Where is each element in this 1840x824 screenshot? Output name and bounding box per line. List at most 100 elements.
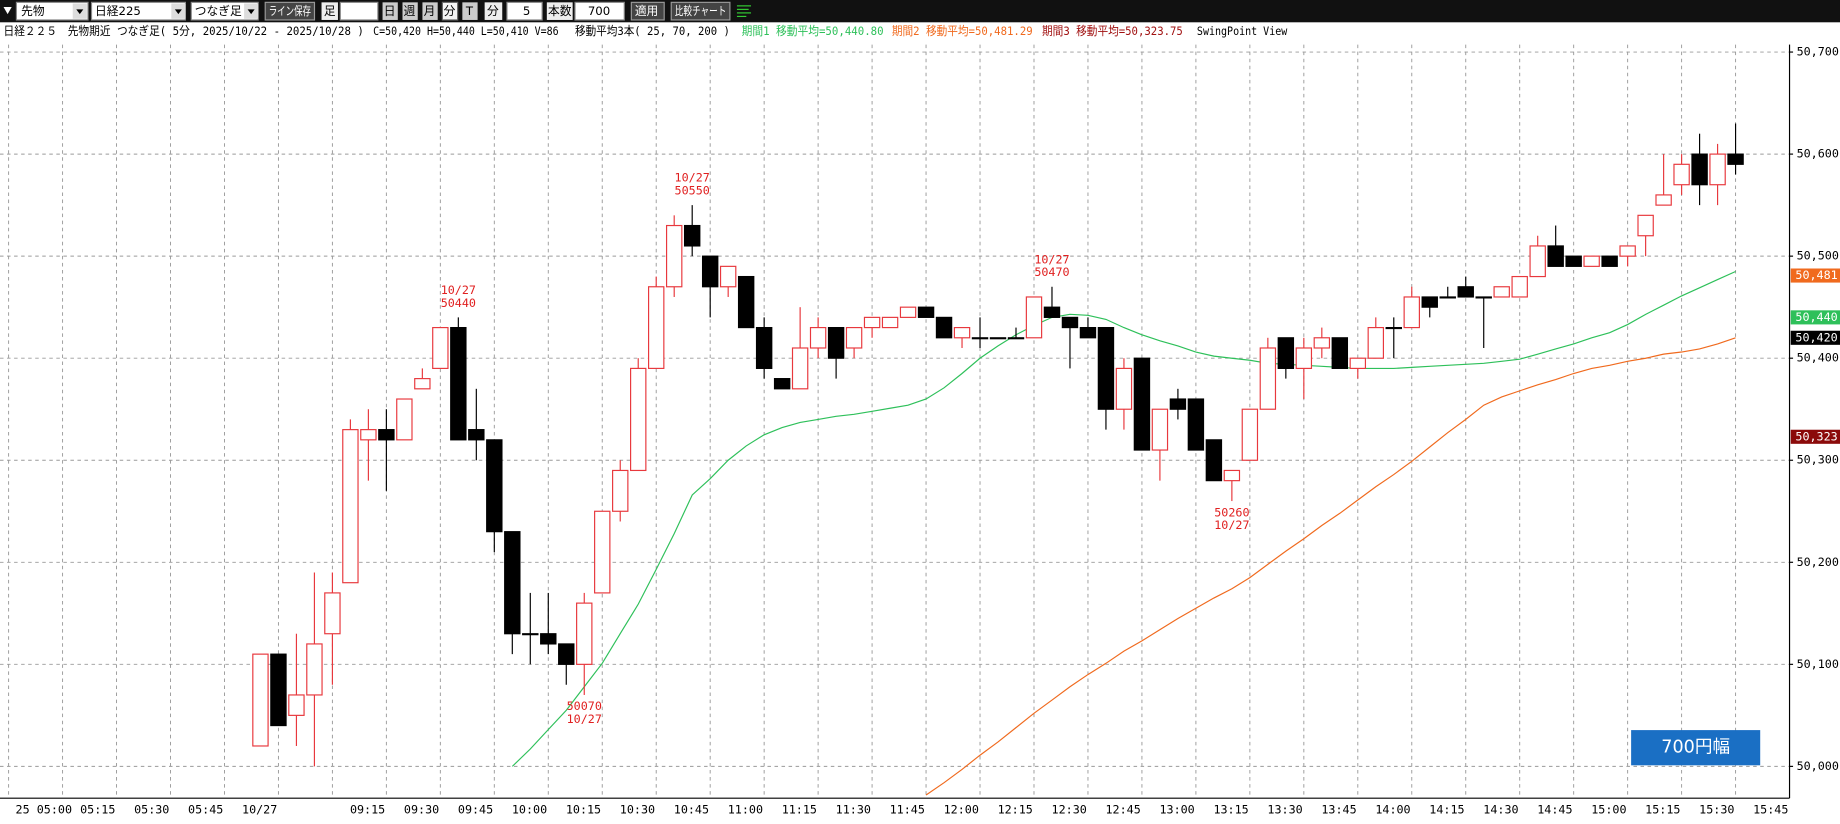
x-tick-label: 05:45 — [188, 802, 223, 816]
candle-body — [1223, 469, 1241, 482]
price-tag-label: 50,323. — [1795, 429, 1840, 443]
candle-body — [1421, 296, 1438, 308]
candle-body — [540, 633, 557, 645]
compare-text: 比較チャート — [675, 4, 727, 18]
candle-body — [755, 326, 773, 369]
period-text: 週 — [404, 4, 416, 18]
candle-body — [1079, 326, 1097, 339]
interval-input[interactable] — [506, 1, 543, 21]
x-tick-label: 13:30 — [1267, 802, 1302, 816]
candle-body — [432, 326, 449, 369]
plot — [252, 123, 1744, 796]
period-button-active[interactable] — [441, 1, 459, 21]
x-tick-label: 14:30 — [1483, 802, 1518, 816]
candle-body — [1601, 255, 1618, 267]
x-tick-label: 11:00 — [728, 802, 763, 816]
candle-body — [648, 286, 665, 369]
x-tick-label: 12:15 — [998, 802, 1033, 816]
candle-body — [1313, 337, 1331, 349]
candle-body — [1403, 296, 1420, 329]
x-tick-label: 09:15 — [350, 802, 385, 816]
y-tick-label: 50,500. — [1797, 249, 1840, 263]
candle-body — [1115, 367, 1133, 410]
x-tick-label: 09:30 — [404, 802, 439, 816]
x-tick-label: 15:30 — [1699, 802, 1734, 816]
compare-button[interactable] — [670, 1, 731, 21]
bar-label-bg — [321, 2, 338, 20]
candle-body — [630, 367, 647, 472]
candle-body — [1637, 214, 1654, 237]
x-tick-label: 10:30 — [620, 802, 655, 816]
indicator-icon[interactable] — [736, 5, 752, 18]
candle-body — [522, 633, 539, 636]
x-tick-label: 11:30 — [836, 802, 871, 816]
period-button[interactable] — [462, 2, 478, 20]
ma-line — [925, 337, 1736, 796]
period-text: 分 — [444, 4, 456, 18]
x-tick-label: 12:45 — [1106, 802, 1141, 816]
x-tick-label: 13:45 — [1321, 802, 1356, 816]
swing-price: 50070 — [567, 699, 602, 713]
swing-date: 10/27 — [675, 171, 710, 185]
candle-body — [809, 326, 827, 349]
candle-body — [953, 326, 971, 339]
badge: 700円幅 — [1661, 738, 1730, 758]
candle-body — [504, 531, 521, 635]
period-button[interactable] — [382, 2, 398, 20]
candle-body — [1691, 153, 1708, 186]
candle-body — [342, 429, 359, 584]
candle-body — [1673, 163, 1690, 186]
save-text: ライン保存 — [269, 4, 311, 18]
chart-title: 日経２２５ 先物期近 つなぎ足( 5分, 2025/10/22 - 2025/1… — [4, 24, 364, 38]
candle-body — [288, 694, 305, 716]
save-button[interactable] — [264, 1, 316, 21]
candle-body — [468, 429, 485, 441]
candle-body — [378, 429, 395, 441]
x-tick-label: 14:45 — [1537, 802, 1572, 816]
candle-body — [1655, 194, 1672, 206]
y-tick-label: 50,400. — [1797, 351, 1840, 365]
view-label: SwingPoint View — [1197, 24, 1288, 38]
candle-body — [1511, 275, 1528, 298]
period-text: T — [465, 4, 474, 18]
price-tag — [1790, 330, 1840, 345]
candle-body — [1349, 357, 1367, 369]
legend-entry: 期間1 移動平均=50,440.80 — [742, 24, 884, 38]
period-button[interactable] — [402, 2, 418, 20]
apply-button[interactable] — [630, 1, 665, 21]
candle-body — [1493, 286, 1510, 298]
candle-body — [1295, 347, 1313, 369]
axes: 50,000. 50,100. 50,200. 50,300. 50,400. 50,50… — [16, 45, 1840, 816]
price-tag — [1790, 310, 1840, 325]
y-tick-label: 50,700. — [1797, 45, 1840, 59]
badge-bg — [1631, 730, 1761, 766]
candle-body — [899, 306, 917, 318]
candle-body — [306, 643, 323, 696]
x-tick-label: 10:45 — [674, 802, 709, 816]
market-select[interactable] — [15, 1, 89, 21]
menu-arrow[interactable] — [3, 7, 12, 15]
candle-body — [773, 378, 791, 390]
bar-input[interactable] — [339, 1, 379, 21]
x-tick-label: 12:30 — [1052, 802, 1087, 816]
candle-body — [917, 306, 935, 318]
candle-body — [1529, 245, 1546, 278]
candle-body — [1475, 296, 1492, 299]
x-tick-label: 15:45 — [1753, 802, 1788, 816]
count-input[interactable] — [574, 1, 625, 21]
candle-body — [683, 224, 701, 247]
candle-body — [594, 510, 611, 594]
apply-text: 適用 — [635, 4, 658, 18]
x-tick-label: 12:00 — [944, 802, 979, 816]
candle-body — [971, 337, 989, 340]
swing-price: 50260 — [1214, 505, 1249, 519]
candle-body — [827, 326, 845, 359]
candle-body — [737, 275, 755, 329]
candle-body — [1385, 326, 1402, 330]
x-tick-label: 11:45 — [890, 802, 925, 816]
candle-body — [665, 224, 683, 288]
x-tick-label: 10/27 — [242, 802, 277, 816]
period-button[interactable] — [422, 2, 438, 20]
interval-text: 5 — [523, 4, 530, 18]
